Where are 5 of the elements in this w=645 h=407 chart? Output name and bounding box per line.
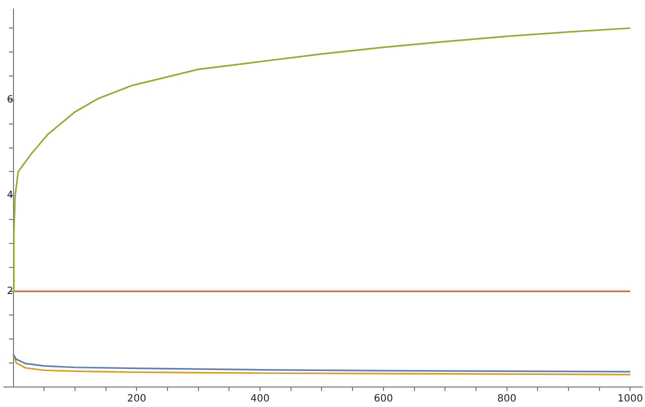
x-tick-label: 600 xyxy=(374,394,393,405)
x-tick-label: 1000 xyxy=(618,394,643,405)
x-tick-label: 400 xyxy=(250,394,270,405)
x-tick-label: 800 xyxy=(497,394,516,405)
x-tick-label: 200 xyxy=(127,394,146,405)
